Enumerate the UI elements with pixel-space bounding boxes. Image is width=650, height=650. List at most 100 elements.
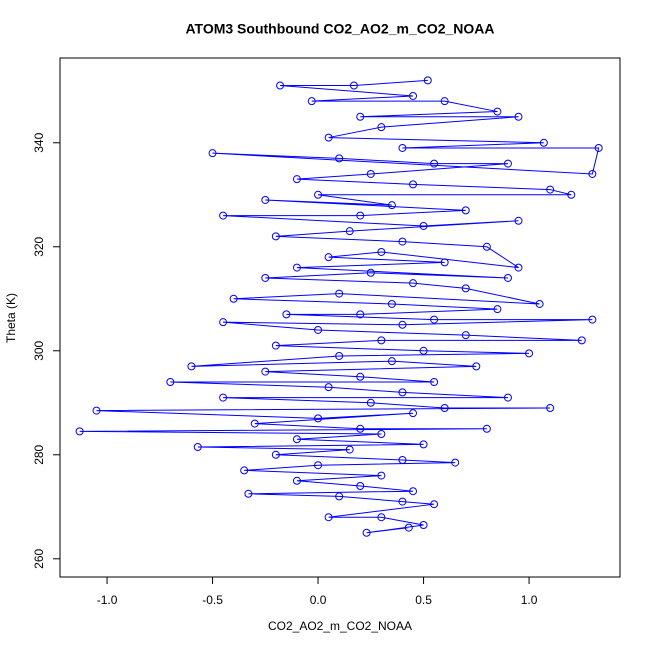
data-point bbox=[430, 159, 439, 168]
data-point bbox=[314, 190, 323, 199]
data-point bbox=[356, 424, 365, 433]
data-point bbox=[75, 427, 84, 436]
data-point bbox=[588, 169, 597, 178]
data-point bbox=[398, 388, 407, 397]
x-tick-label: 0.0 bbox=[310, 593, 327, 607]
data-point bbox=[539, 138, 548, 147]
data-point bbox=[493, 107, 502, 116]
data-point bbox=[292, 435, 301, 444]
y-axis-label: Theta (K) bbox=[4, 293, 18, 343]
data-point bbox=[398, 455, 407, 464]
data-point bbox=[377, 123, 386, 132]
chart-title: ATOM3 Southbound CO2_AO2_m_CO2_NOAA bbox=[185, 21, 494, 37]
data-point bbox=[324, 133, 333, 142]
data-point bbox=[292, 263, 301, 272]
data-point bbox=[335, 492, 344, 501]
data-point bbox=[567, 190, 576, 199]
data-point bbox=[193, 442, 202, 451]
data-point bbox=[430, 377, 439, 386]
data-point bbox=[377, 336, 386, 345]
data-point bbox=[356, 112, 365, 121]
data-point bbox=[324, 253, 333, 262]
x-tick-label: 1.0 bbox=[521, 593, 538, 607]
data-point bbox=[229, 294, 238, 303]
data-point bbox=[366, 169, 375, 178]
y-tick-label: 340 bbox=[32, 132, 46, 152]
data-point bbox=[356, 310, 365, 319]
plot-box bbox=[59, 57, 621, 578]
data-point bbox=[366, 398, 375, 407]
data-point bbox=[282, 310, 291, 319]
data-point bbox=[409, 279, 418, 288]
data-point bbox=[324, 513, 333, 522]
data-line bbox=[79, 79, 600, 534]
data-point bbox=[535, 299, 544, 308]
data-point bbox=[594, 143, 603, 152]
data-point bbox=[314, 461, 323, 470]
data-point bbox=[244, 489, 253, 498]
data-point bbox=[430, 315, 439, 324]
data-point bbox=[377, 247, 386, 256]
data-point bbox=[187, 362, 196, 371]
data-point bbox=[271, 450, 280, 459]
data-point bbox=[514, 216, 523, 225]
data-point bbox=[430, 500, 439, 509]
x-tick-label: -1.0 bbox=[97, 593, 118, 607]
data-point bbox=[349, 81, 358, 90]
data-point bbox=[493, 305, 502, 314]
data-point bbox=[335, 351, 344, 360]
data-point bbox=[398, 237, 407, 246]
data-point bbox=[409, 409, 418, 418]
data-point bbox=[472, 362, 481, 371]
data-point bbox=[398, 143, 407, 152]
data-point bbox=[546, 185, 555, 194]
data-point bbox=[324, 383, 333, 392]
data-point bbox=[261, 367, 270, 376]
data-point bbox=[356, 481, 365, 490]
data-point bbox=[271, 341, 280, 350]
data-point bbox=[208, 149, 217, 158]
data-point bbox=[219, 393, 228, 402]
data-point bbox=[409, 487, 418, 496]
data-point bbox=[461, 284, 470, 293]
data-point bbox=[307, 97, 316, 106]
data-point bbox=[419, 440, 428, 449]
data-point bbox=[577, 336, 586, 345]
data-point bbox=[440, 258, 449, 267]
data-point bbox=[240, 466, 249, 475]
data-point bbox=[250, 419, 259, 428]
y-tick-label: 300 bbox=[32, 340, 46, 360]
y-tick-label: 320 bbox=[32, 236, 46, 256]
data-point bbox=[92, 406, 101, 415]
x-tick-label: 0.5 bbox=[415, 593, 432, 607]
data-point bbox=[387, 357, 396, 366]
data-point bbox=[356, 211, 365, 220]
y-tick-label: 260 bbox=[32, 548, 46, 568]
y-tick-label: 280 bbox=[32, 444, 46, 464]
data-point bbox=[482, 424, 491, 433]
data-point bbox=[503, 393, 512, 402]
data-point bbox=[503, 159, 512, 168]
data-point bbox=[419, 520, 428, 529]
data-point bbox=[404, 523, 413, 532]
x-axis-label: CO2_AO2_m_CO2_NOAA bbox=[268, 619, 412, 633]
data-point bbox=[261, 273, 270, 282]
data-point bbox=[387, 299, 396, 308]
data-point bbox=[419, 346, 428, 355]
data-point bbox=[525, 349, 534, 358]
data-point bbox=[461, 206, 470, 215]
data-point bbox=[314, 414, 323, 423]
data-point bbox=[482, 242, 491, 251]
data-point bbox=[362, 528, 371, 537]
data-point bbox=[588, 315, 597, 324]
data-point bbox=[514, 263, 523, 272]
data-point bbox=[377, 513, 386, 522]
data-point bbox=[409, 180, 418, 189]
data-point bbox=[377, 429, 386, 438]
data-point bbox=[356, 372, 365, 381]
data-point bbox=[366, 268, 375, 277]
data-point bbox=[461, 331, 470, 340]
data-point bbox=[423, 76, 432, 85]
data-point bbox=[345, 445, 354, 454]
